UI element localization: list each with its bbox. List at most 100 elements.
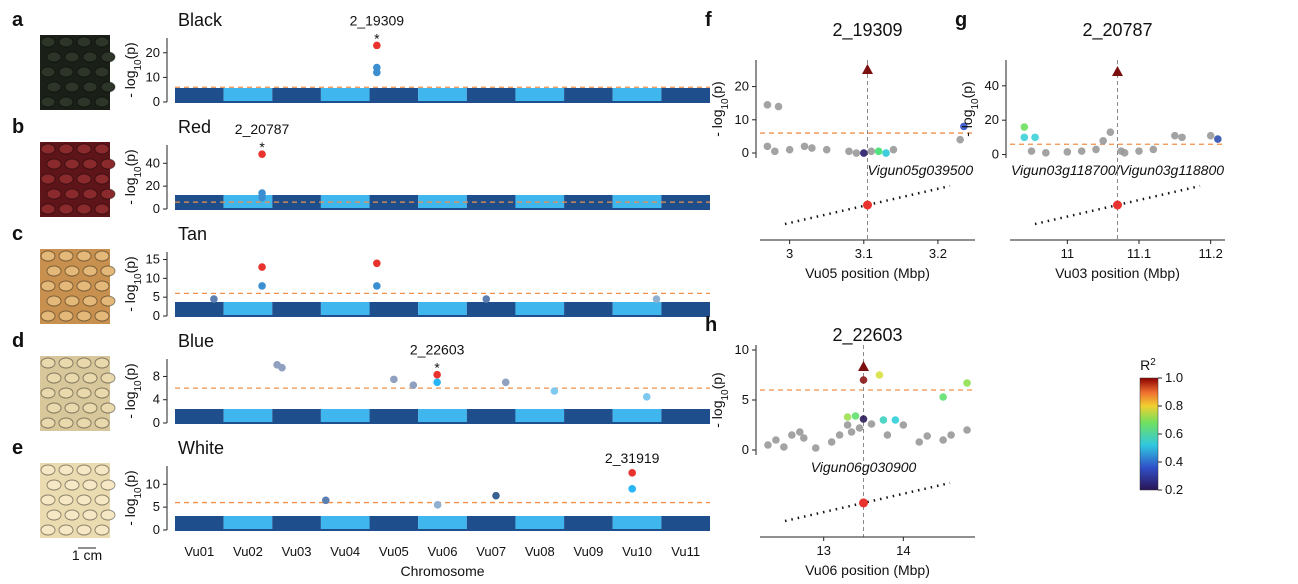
y-label-part: (p) xyxy=(122,256,138,273)
seed xyxy=(100,509,116,521)
seed xyxy=(100,81,116,93)
seed xyxy=(100,402,116,414)
lead-position xyxy=(1113,200,1122,210)
snp-point xyxy=(1020,123,1029,131)
snp-point xyxy=(433,501,442,509)
seed xyxy=(58,173,74,185)
seed xyxy=(76,464,92,476)
y-axis-label: - log10(p) xyxy=(122,470,144,525)
snp-point xyxy=(956,135,964,144)
seed xyxy=(94,36,110,48)
snp-point xyxy=(875,371,884,379)
seed xyxy=(76,417,92,429)
snp-point xyxy=(1099,137,1107,145)
gene-label: Vigun03g118700/Vigun03g118800 xyxy=(1011,162,1224,178)
seed xyxy=(40,250,56,262)
panel-letter: f xyxy=(705,9,712,31)
seed xyxy=(64,372,80,384)
panel-letter: a xyxy=(12,9,24,31)
snp-point xyxy=(1120,149,1129,157)
seed xyxy=(76,66,92,78)
seed xyxy=(58,357,74,369)
seed xyxy=(82,509,98,521)
snp-point xyxy=(433,370,441,379)
seed xyxy=(64,402,80,414)
y-label-part: - log xyxy=(122,178,138,205)
peak-marker: * xyxy=(374,30,380,46)
snp-band xyxy=(466,302,516,316)
y-tick-label: 10 xyxy=(146,270,160,285)
seed xyxy=(76,524,92,536)
panel-letter: e xyxy=(12,437,23,459)
panel-letter: g xyxy=(955,9,967,31)
panel-letter: b xyxy=(12,116,24,138)
seed xyxy=(76,387,92,399)
y-tick-label: 0 xyxy=(742,145,749,160)
y-label-part: (p) xyxy=(959,81,975,98)
snp-point xyxy=(1149,145,1158,154)
snp-point xyxy=(855,424,864,432)
seed xyxy=(40,417,56,429)
snp-point xyxy=(851,412,860,420)
snp-point xyxy=(390,375,398,384)
y-axis-label: - log10(p) xyxy=(122,256,144,311)
seed xyxy=(58,96,74,108)
snp-band xyxy=(466,516,516,530)
seed xyxy=(82,158,98,170)
colorbar-tick-label: 1.0 xyxy=(1165,370,1183,385)
snp-band xyxy=(272,88,321,102)
seed xyxy=(58,250,74,262)
seed xyxy=(100,265,116,277)
seed xyxy=(94,143,110,155)
snp-band xyxy=(661,302,710,316)
y-label-part: - log xyxy=(709,110,725,137)
snp-band xyxy=(223,302,273,316)
seed xyxy=(58,280,74,292)
x-tick-label: Vu05 xyxy=(379,544,409,559)
snp-point xyxy=(1092,145,1100,154)
seed xyxy=(64,295,80,307)
snp-point xyxy=(321,496,330,505)
seed xyxy=(100,158,116,170)
snp-point xyxy=(1042,149,1050,157)
x-axis-label: Vu05 position (Mbp) xyxy=(805,265,930,281)
seed xyxy=(40,96,56,108)
seed xyxy=(58,524,74,536)
y-tick-label: 0 xyxy=(153,415,160,430)
snp-point xyxy=(210,295,218,303)
snp-band xyxy=(418,409,467,423)
panel-title: Red xyxy=(178,117,211,137)
snp-point xyxy=(1206,131,1215,140)
snp-band xyxy=(564,409,613,423)
seed xyxy=(58,203,74,215)
gene-label: Vigun06g030900 xyxy=(811,459,917,475)
snp-band xyxy=(320,195,370,209)
snp-band xyxy=(369,302,419,316)
snp-point xyxy=(847,428,856,436)
seed xyxy=(46,158,62,170)
seed xyxy=(76,280,92,292)
snp-point xyxy=(258,150,266,158)
seed xyxy=(40,464,56,476)
snp-point xyxy=(859,415,868,423)
snp-band xyxy=(369,409,419,423)
y-label-part: - log xyxy=(709,401,725,428)
snp-band xyxy=(223,516,273,530)
seed xyxy=(76,203,92,215)
y-label-part: (p) xyxy=(122,42,138,59)
seed xyxy=(76,357,92,369)
lead-position xyxy=(859,498,869,508)
y-tick-label: 10 xyxy=(146,476,160,491)
seed xyxy=(76,494,92,506)
seed xyxy=(76,96,92,108)
seed xyxy=(40,173,56,185)
snp-point xyxy=(772,436,780,444)
snp-band xyxy=(272,302,321,316)
x-axis-label: Chromosome xyxy=(400,563,484,579)
lead-snp xyxy=(862,63,873,74)
seed xyxy=(58,464,74,476)
seed xyxy=(64,51,80,63)
y-tick-label: 0 xyxy=(153,201,160,216)
panel-title: Tan xyxy=(178,224,207,244)
